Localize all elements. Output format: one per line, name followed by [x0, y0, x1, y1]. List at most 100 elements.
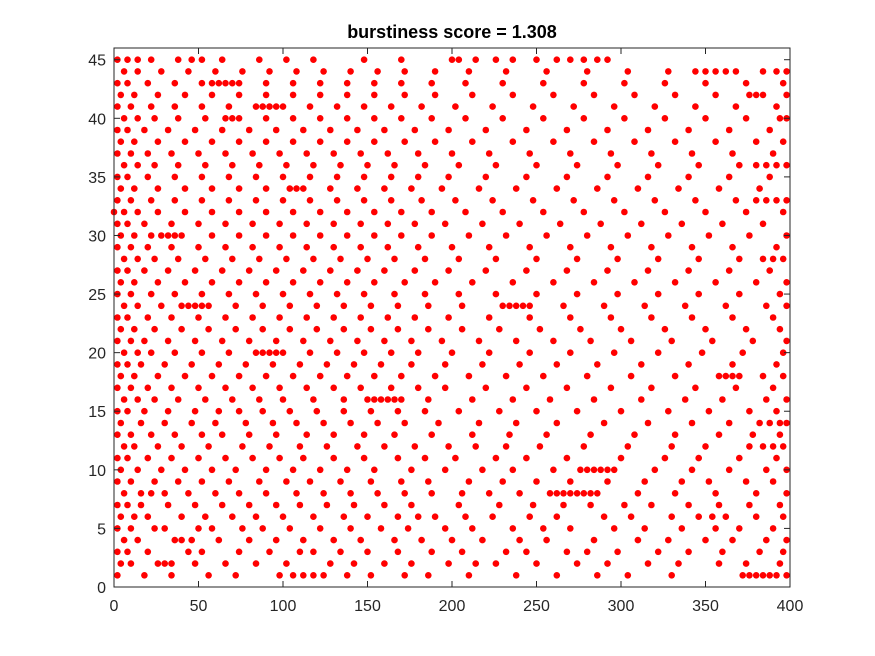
data-point: [685, 126, 692, 134]
data-point: [712, 279, 719, 286]
data-point: [607, 384, 615, 392]
data-point: [485, 349, 493, 357]
data-point: [600, 419, 608, 427]
data-point: [506, 302, 513, 310]
data-point: [127, 384, 135, 392]
data-point: [286, 302, 294, 310]
data-point: [742, 478, 750, 485]
data-point: [205, 325, 212, 333]
data-point: [262, 372, 270, 380]
data-point: [117, 91, 125, 99]
data-point: [262, 185, 270, 192]
data-point: [347, 490, 354, 497]
data-point: [178, 536, 185, 544]
data-point: [316, 208, 324, 216]
data-point: [766, 173, 773, 181]
data-point: [323, 443, 331, 450]
data-point: [590, 279, 598, 286]
data-point: [114, 337, 121, 345]
data-point: [289, 138, 297, 145]
data-point: [360, 56, 368, 63]
data-point: [333, 290, 341, 298]
data-point: [350, 501, 358, 509]
data-point: [783, 337, 790, 345]
data-point: [316, 525, 324, 532]
data-point: [171, 79, 179, 87]
data-point: [438, 337, 446, 345]
data-point: [529, 197, 537, 204]
data-point: [300, 572, 307, 579]
data-point: [769, 478, 777, 485]
data-point: [127, 560, 135, 567]
data-point: [526, 314, 533, 321]
data-point: [120, 396, 128, 403]
data-point: [641, 478, 648, 485]
data-point: [384, 396, 392, 403]
data-point: [114, 478, 121, 485]
data-point: [769, 150, 777, 157]
data-point: [587, 490, 594, 497]
data-point: [371, 279, 378, 286]
data-point: [702, 208, 709, 216]
data-point: [536, 325, 544, 333]
data-point: [174, 56, 182, 63]
data-point: [441, 361, 449, 368]
data-point: [431, 138, 439, 145]
data-point: [286, 325, 294, 333]
data-point: [232, 572, 239, 579]
data-point: [371, 138, 378, 145]
data-point: [776, 431, 784, 439]
data-point: [425, 302, 432, 310]
data-point: [614, 548, 621, 556]
data-point: [117, 325, 125, 333]
data-point: [499, 79, 507, 87]
data-point: [546, 490, 554, 497]
data-point: [631, 138, 638, 145]
data-point: [347, 419, 354, 427]
data-point: [425, 572, 432, 579]
data-point: [455, 407, 463, 415]
data-point: [742, 325, 750, 333]
data-point: [289, 91, 297, 99]
data-point: [208, 208, 216, 216]
data-point: [516, 220, 523, 228]
data-point: [337, 255, 344, 263]
data-point: [320, 68, 327, 75]
data-point: [232, 325, 239, 333]
data-point: [428, 431, 436, 439]
chart-title: burstiness score = 1.308: [347, 22, 557, 42]
data-point: [259, 302, 267, 310]
data-point: [590, 138, 598, 145]
data-point: [421, 161, 429, 169]
data-point: [171, 232, 179, 239]
data-point: [144, 150, 152, 157]
data-point: [550, 279, 557, 286]
data-point: [776, 325, 784, 333]
data-point: [168, 220, 175, 228]
data-point: [779, 349, 787, 357]
data-point: [783, 419, 790, 427]
data-point: [489, 197, 496, 204]
data-point: [594, 361, 601, 368]
data-point: [732, 68, 740, 75]
data-point: [779, 255, 787, 263]
data-point: [553, 56, 561, 63]
data-point: [722, 372, 730, 380]
data-point: [235, 185, 243, 192]
data-point: [715, 501, 723, 509]
data-point: [235, 548, 243, 556]
data-point: [617, 407, 625, 415]
data-point: [262, 138, 270, 145]
data-point: [692, 103, 699, 110]
data-point: [127, 337, 135, 345]
data-point: [431, 279, 439, 286]
data-point: [766, 572, 773, 579]
data-point: [262, 490, 270, 497]
data-point: [191, 302, 199, 310]
data-point: [398, 79, 405, 87]
data-point: [147, 431, 155, 439]
data-point: [617, 454, 625, 462]
data-point: [465, 478, 473, 485]
data-point: [168, 560, 175, 567]
data-point: [144, 548, 152, 556]
